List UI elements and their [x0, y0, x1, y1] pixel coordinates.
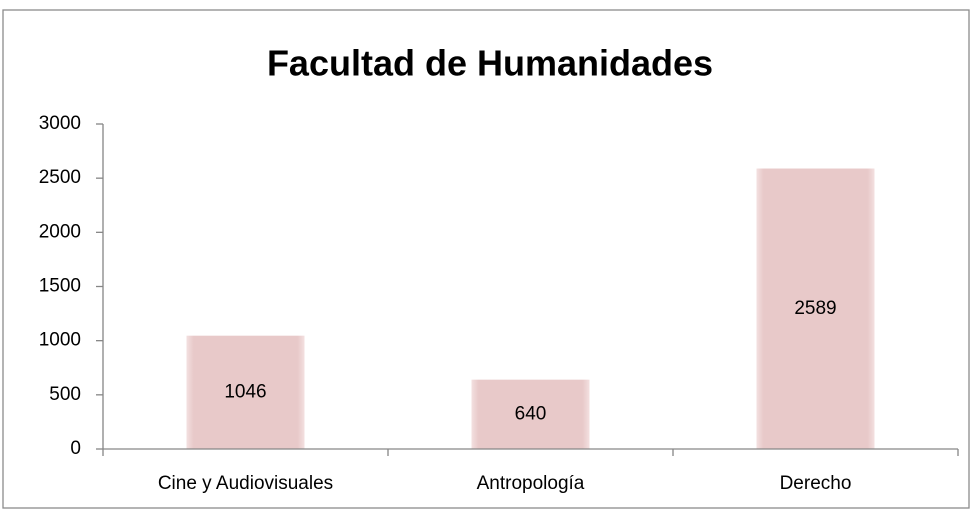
data-label: 1046 [224, 381, 266, 402]
y-tick-label: 1000 [39, 330, 81, 351]
y-tick-label: 2500 [39, 167, 81, 188]
x-tick-label: Derecho [780, 473, 852, 494]
y-tick-label: 0 [70, 438, 81, 459]
x-tick-label: Cine y Audiovisuales [158, 473, 333, 494]
y-tick-label: 500 [49, 384, 81, 405]
bar [471, 379, 590, 449]
x-tick-label: Antropología [477, 473, 585, 494]
data-label: 640 [515, 403, 547, 424]
y-tick-label: 3000 [39, 113, 81, 134]
y-tick-label: 2000 [39, 221, 81, 242]
chart-title: Facultad de Humanidades [267, 43, 713, 84]
data-label: 2589 [794, 298, 836, 319]
bar [186, 335, 305, 449]
y-tick-label: 1500 [39, 276, 81, 297]
bar [756, 168, 875, 449]
